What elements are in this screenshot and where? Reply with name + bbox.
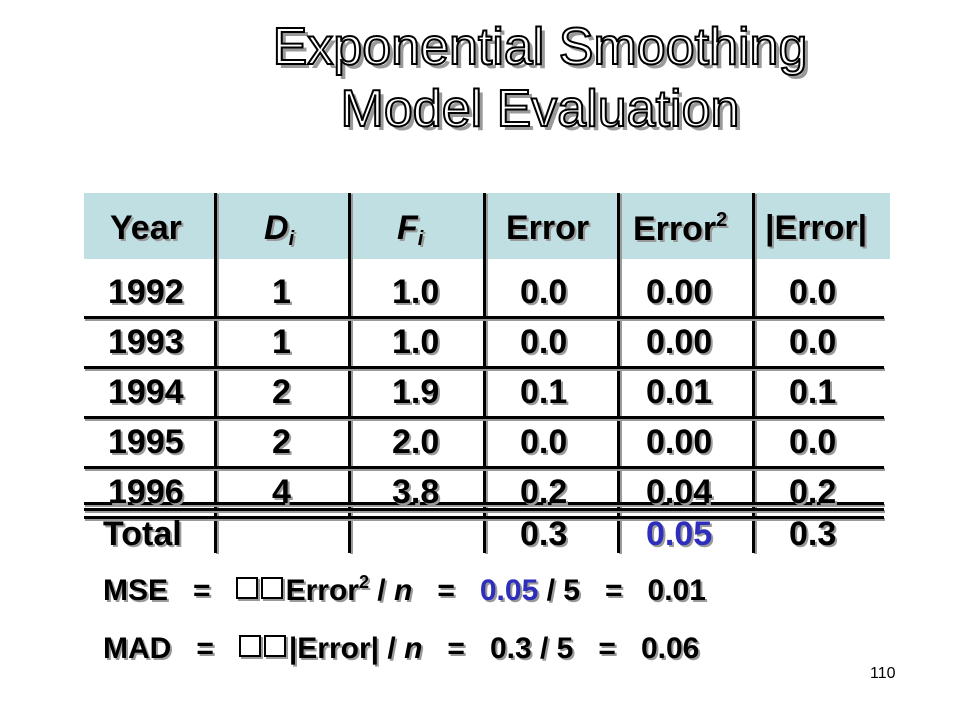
- total-label: Total: [103, 515, 182, 553]
- grid-hline-row: [84, 416, 884, 419]
- title-line-2: Model Evaluation: [340, 79, 741, 139]
- total-error: 0.3: [520, 515, 568, 553]
- cell-d-1994: 2: [272, 373, 291, 411]
- cell-error2-1996: 0.04: [646, 473, 713, 511]
- cell-year-1992: 1992: [108, 273, 184, 311]
- total-error-squared: 0.05: [646, 515, 713, 553]
- header-year: Year: [110, 209, 182, 247]
- cell-abs-error-1995: 0.0: [789, 423, 837, 461]
- cell-d-1992: 1: [272, 273, 291, 311]
- grid-hline-total-2: [84, 508, 884, 511]
- cell-f-1995: 2.0: [392, 423, 440, 461]
- cell-abs-error-1992: 0.0: [789, 273, 837, 311]
- cell-d-1993: 1: [272, 323, 291, 361]
- grid-hline-total-1: [84, 502, 884, 505]
- sum-symbol-box: [260, 577, 283, 599]
- cell-abs-error-1994: 0.1: [789, 373, 837, 411]
- sum-symbol-box: [235, 577, 258, 599]
- total-abs-error: 0.3: [789, 515, 837, 553]
- grid-vline-1: [214, 193, 217, 553]
- grid-hline-row: [84, 466, 884, 469]
- cell-year-1996: 1996: [108, 473, 184, 511]
- cell-error2-1994: 0.01: [646, 373, 713, 411]
- grid-vline-2: [348, 193, 351, 553]
- page-number: 110: [870, 665, 896, 682]
- cell-f-1993: 1.0: [392, 323, 440, 361]
- cell-abs-error-1996: 0.2: [789, 473, 837, 511]
- header-abs-error: |Error|: [765, 209, 868, 247]
- mse-highlight-value: 0.05: [479, 574, 539, 607]
- grid-hline-row: [84, 316, 884, 319]
- cell-d-1996: 4: [272, 473, 291, 511]
- grid-vline-3: [483, 193, 486, 553]
- cell-error-1993: 0.0: [520, 323, 568, 361]
- sum-symbol-box: [238, 635, 261, 657]
- cell-error-1995: 0.0: [520, 423, 568, 461]
- title-line-1: Exponential Smoothing: [272, 17, 809, 77]
- cell-year-1994: 1994: [108, 373, 184, 411]
- mad-formula: MAD = |Error| / n = 0.3 / 5 = 0.06: [103, 632, 700, 665]
- grid-hline-row: [84, 366, 884, 369]
- cell-year-1993: 1993: [108, 323, 184, 361]
- cell-abs-error-1993: 0.0: [789, 323, 837, 361]
- header-forecast: Fi: [397, 209, 424, 250]
- cell-error-1994: 0.1: [520, 373, 568, 411]
- header-demand: Di: [264, 209, 295, 250]
- header-error: Error: [506, 209, 590, 247]
- grid-hline-row: [84, 516, 884, 519]
- sum-symbol-box: [263, 635, 286, 657]
- cell-error-1992: 0.0: [520, 273, 568, 311]
- cell-error-1996: 0.2: [520, 473, 568, 511]
- cell-error2-1993: 0.00: [646, 323, 713, 361]
- cell-error2-1995: 0.00: [646, 423, 713, 461]
- cell-f-1994: 1.9: [392, 373, 440, 411]
- cell-f-1996: 3.8: [392, 473, 440, 511]
- mse-formula: MSE = Error2 / n = 0.05 / 5 = 0.01: [103, 572, 706, 607]
- grid-vline-5: [752, 193, 755, 553]
- table-header-band: [84, 193, 890, 259]
- grid-vline-4: [617, 193, 620, 553]
- cell-f-1992: 1.0: [392, 273, 440, 311]
- cell-year-1995: 1995: [108, 423, 184, 461]
- cell-d-1995: 2: [272, 423, 291, 461]
- cell-error2-1992: 0.00: [646, 273, 713, 311]
- header-error-squared: Error2: [633, 209, 728, 248]
- slide-title: Exponential Smoothing Model Evaluation: [180, 16, 900, 140]
